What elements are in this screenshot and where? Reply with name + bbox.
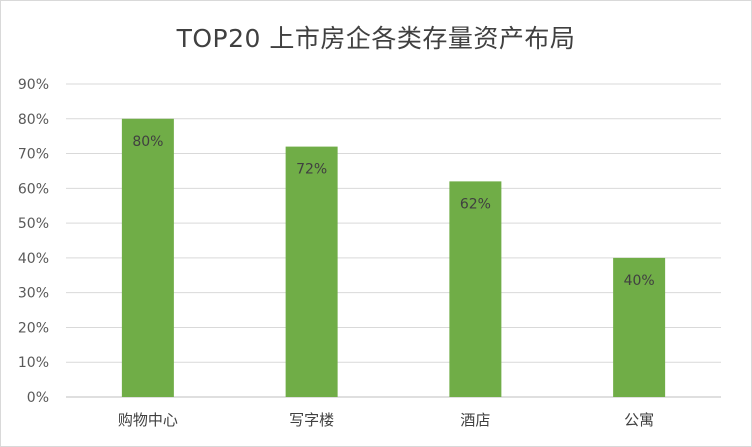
x-tick-label: 公寓 (624, 411, 654, 429)
x-tick-label: 购物中心 (118, 411, 178, 429)
data-label: 40% (624, 273, 655, 289)
data-label: 80% (132, 134, 163, 150)
data-label: 62% (460, 196, 491, 212)
bar (449, 181, 502, 397)
y-tick-label: 10% (18, 355, 49, 371)
y-tick-label: 40% (18, 251, 49, 267)
y-tick-label: 60% (18, 181, 49, 197)
data-label: 72% (296, 162, 327, 178)
y-tick-label: 30% (18, 286, 49, 302)
chart-title: TOP20 上市房企各类存量资产布局 (176, 24, 576, 53)
y-tick-label: 70% (18, 147, 49, 163)
bar (613, 257, 666, 397)
y-tick-label: 80% (18, 112, 49, 128)
x-tick-label: 写字楼 (289, 411, 334, 429)
y-tick-label: 90% (18, 77, 49, 93)
y-tick-label: 0% (27, 390, 49, 406)
y-tick-label: 50% (18, 216, 49, 232)
x-tick-label: 酒店 (460, 411, 490, 429)
bar (285, 146, 338, 397)
bar (121, 118, 174, 398)
y-tick-label: 20% (18, 320, 49, 336)
